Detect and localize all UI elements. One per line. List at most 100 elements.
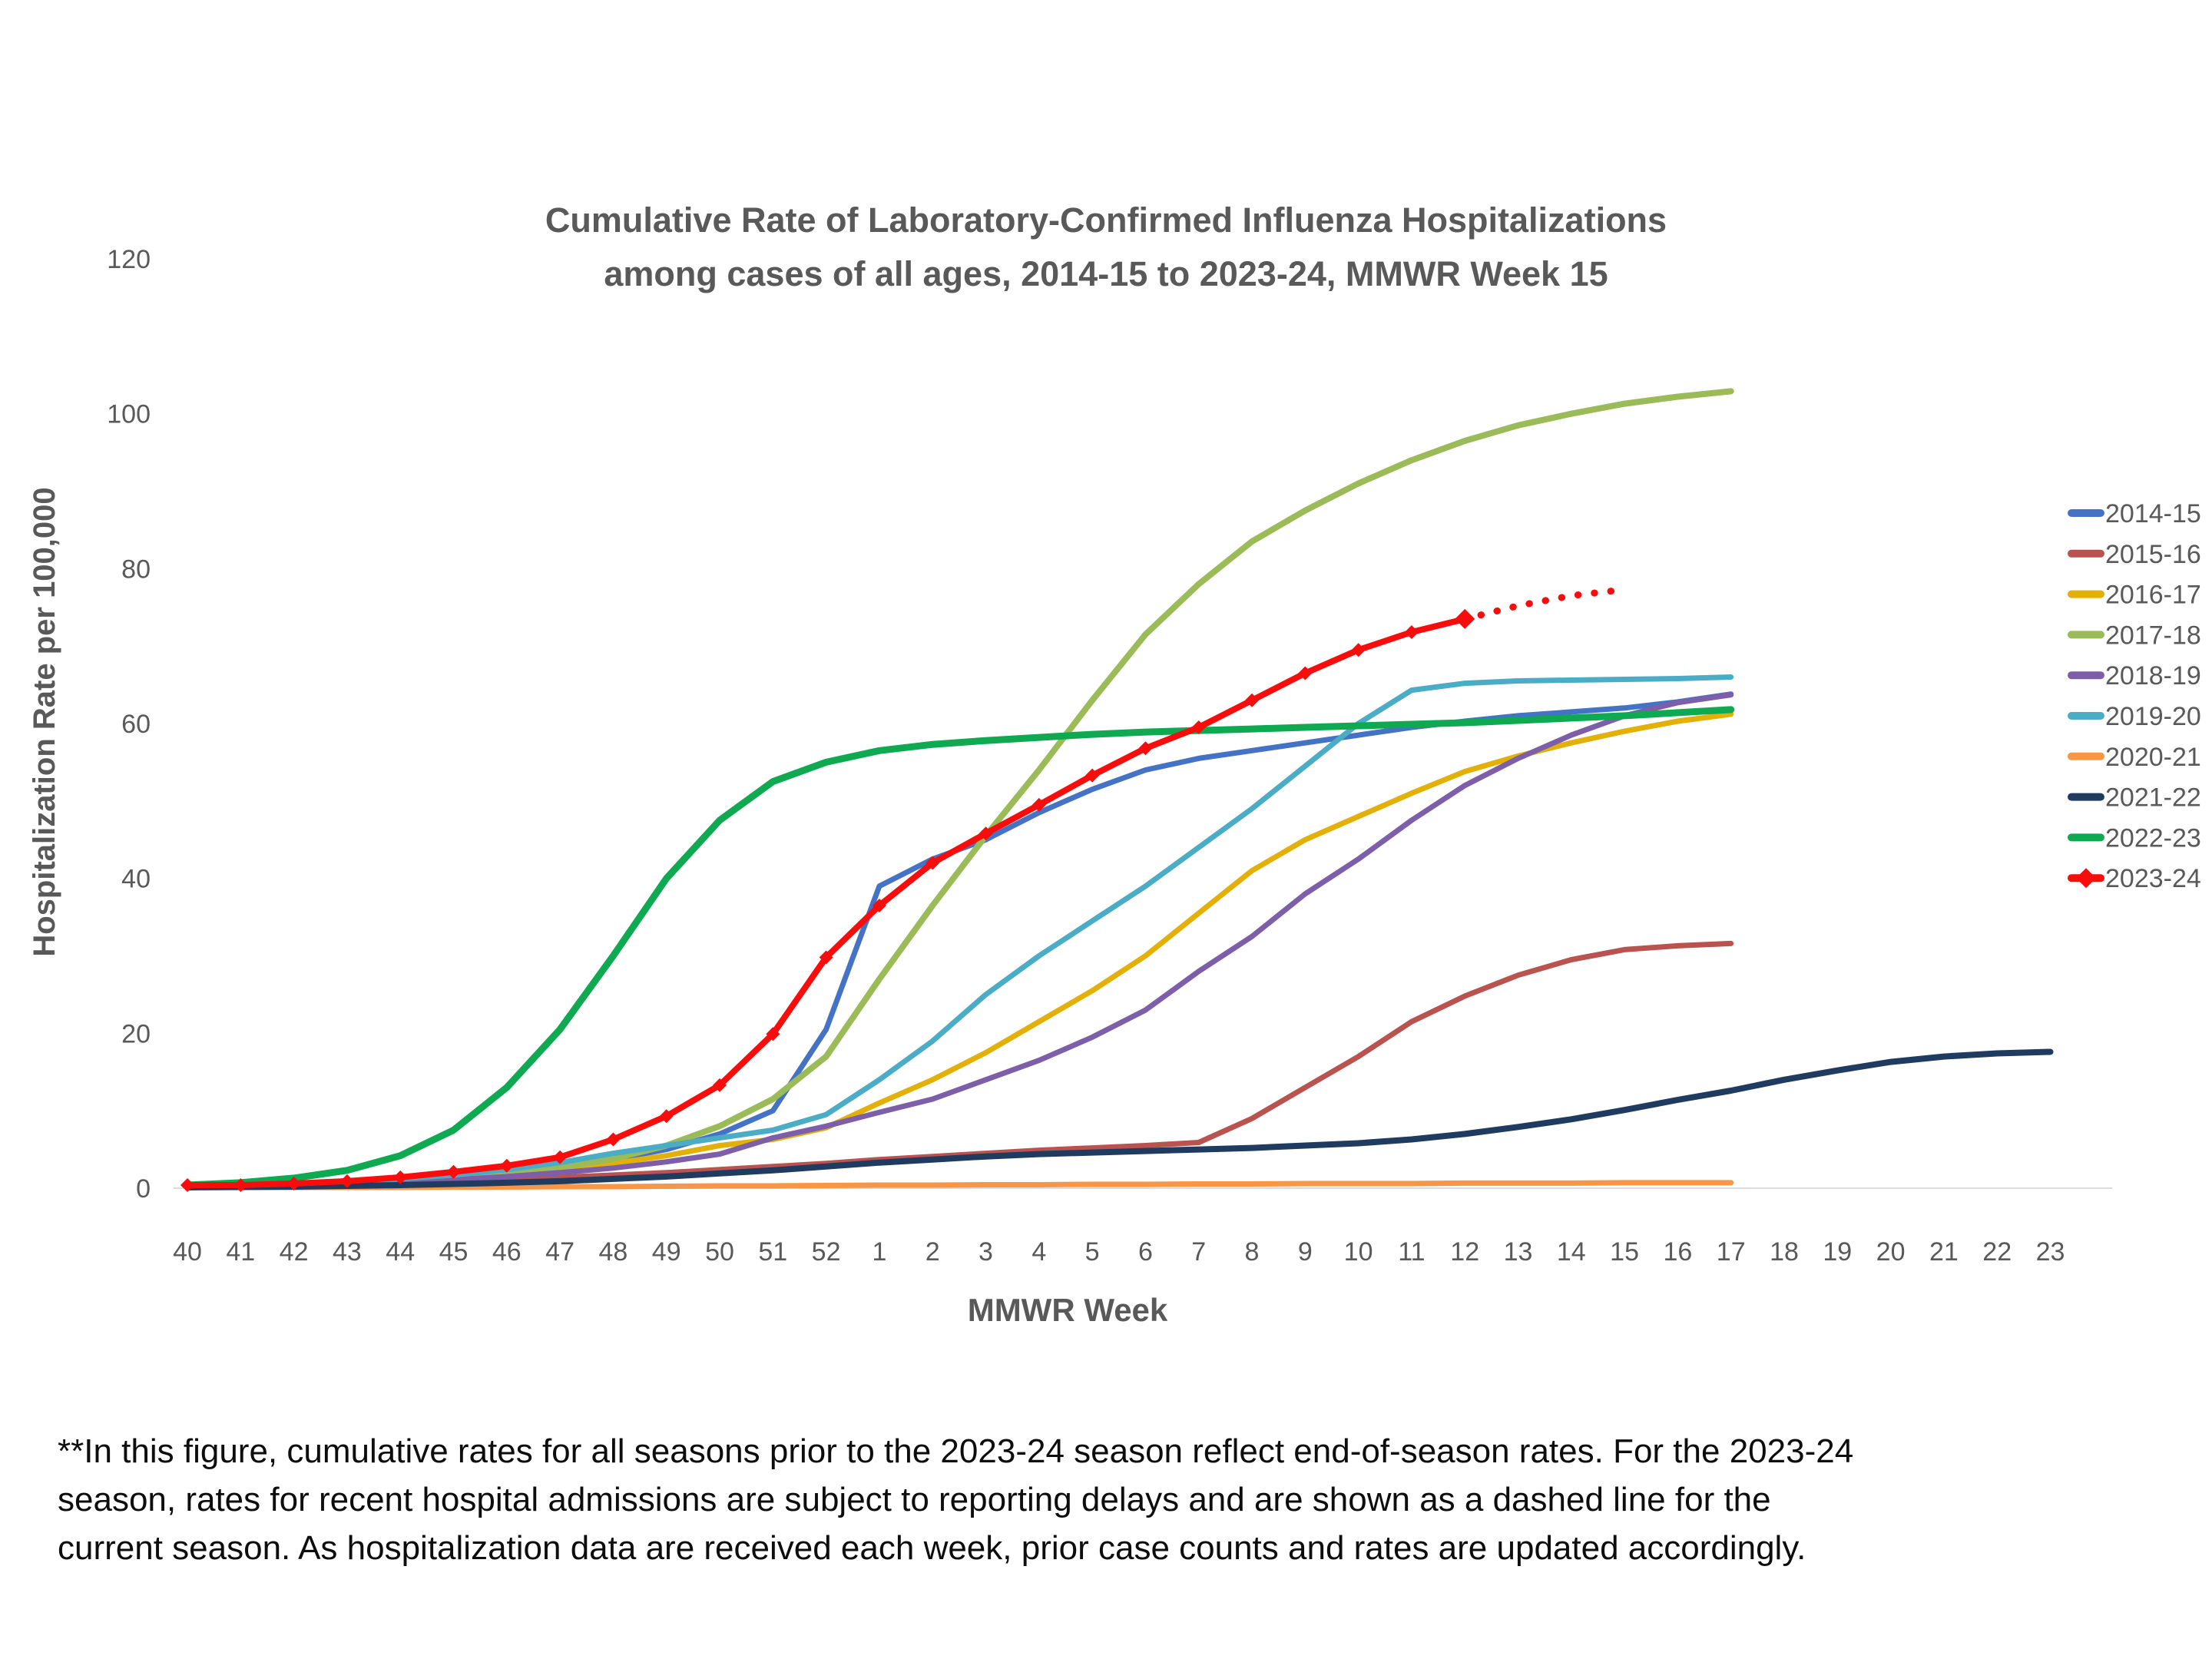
chart-title-line2: among cases of all ages, 2014-15 to 2023… xyxy=(604,254,1608,293)
series-marker xyxy=(926,856,940,870)
x-tick-label: 3 xyxy=(979,1237,993,1267)
series-marker xyxy=(606,1132,621,1147)
series-marker xyxy=(979,826,993,841)
x-tick-label: 23 xyxy=(2036,1237,2065,1267)
x-tick-label: 47 xyxy=(545,1237,575,1267)
x-tick-label: 43 xyxy=(333,1237,362,1267)
x-tick-label: 19 xyxy=(1823,1237,1852,1267)
legend-item: 2017-18 xyxy=(2068,621,2201,650)
legend-label: 2019-20 xyxy=(2105,702,2201,731)
series-marker xyxy=(1298,666,1313,680)
x-tick-label: 22 xyxy=(1982,1237,2012,1267)
x-tick-label: 50 xyxy=(705,1237,734,1267)
legend-label: 2022-23 xyxy=(2105,823,2201,853)
legend-label: 2015-16 xyxy=(2105,540,2201,569)
series-marker xyxy=(1404,625,1419,639)
y-tick-label: 60 xyxy=(121,710,151,739)
footnote-line-2: season, rates for recent hospital admiss… xyxy=(58,1481,1771,1518)
legend-label: 2021-22 xyxy=(2105,783,2201,813)
y-axis-title: Hospitalization Rate per 100,000 xyxy=(28,487,61,957)
x-tick-label: 46 xyxy=(492,1237,522,1267)
x-tick-label: 41 xyxy=(226,1237,255,1267)
x-tick-label: 6 xyxy=(1138,1237,1153,1267)
legend-item: 2022-23 xyxy=(2068,823,2201,853)
series-marker xyxy=(393,1170,408,1184)
x-tick-label: 15 xyxy=(1610,1237,1639,1267)
series-marker xyxy=(233,1178,248,1192)
series-line-2021-22 xyxy=(184,1048,2054,1190)
x-tick-label: 40 xyxy=(173,1237,202,1267)
series-marker xyxy=(1351,643,1366,657)
footnote-line-3: current season. As hospitalization data … xyxy=(58,1529,1806,1567)
y-tick-label: 40 xyxy=(121,865,151,894)
legend-label: 2020-21 xyxy=(2105,743,2201,772)
y-tick-label: 20 xyxy=(121,1019,151,1048)
series-marker xyxy=(659,1109,674,1124)
x-tick-label: 45 xyxy=(439,1237,469,1267)
series-marker xyxy=(1191,720,1206,734)
series-line-2018-19 xyxy=(184,692,1734,1190)
series-marker xyxy=(446,1164,461,1179)
x-tick-label: 48 xyxy=(598,1237,628,1267)
series-line-2023-24 dashed (reporting delay) xyxy=(1461,586,1628,623)
legend-item: 2014-15 xyxy=(2068,499,2201,528)
series-line-2023-24 xyxy=(184,615,1469,1188)
legend-label: 2014-15 xyxy=(2105,499,2201,528)
legend-item: 2023-24 xyxy=(2068,864,2201,893)
x-tick-label: 5 xyxy=(1085,1237,1100,1267)
x-tick-label: 13 xyxy=(1504,1237,1533,1267)
x-tick-label: 2 xyxy=(926,1237,940,1267)
series-line-2019-20 xyxy=(184,674,1734,1190)
y-tick-label: 0 xyxy=(136,1174,151,1204)
y-tick-label: 80 xyxy=(121,555,151,584)
series-marker xyxy=(1085,768,1100,783)
x-tick-label: 44 xyxy=(386,1237,415,1267)
x-tick-label: 8 xyxy=(1245,1237,1260,1267)
legend-item: 2021-22 xyxy=(2068,783,2201,813)
legend-item: 2019-20 xyxy=(2068,702,2201,731)
y-tick-label: 100 xyxy=(107,400,151,429)
footnote: **In this figure, cumulative rates for a… xyxy=(58,1427,1853,1572)
series-marker xyxy=(339,1174,354,1188)
chart-title: Cumulative Rate of Laboratory-Confirmed … xyxy=(0,194,2212,301)
x-tick-label: 51 xyxy=(758,1237,787,1267)
x-tick-label: 21 xyxy=(1929,1237,1959,1267)
legend-item: 2020-21 xyxy=(2068,743,2201,772)
legend-label: 2023-24 xyxy=(2105,864,2201,893)
series-marker xyxy=(180,1178,194,1192)
legend-item: 2015-16 xyxy=(2068,540,2201,569)
series-marker xyxy=(819,950,833,965)
x-tick-label: 1 xyxy=(872,1237,886,1267)
legend-item: 2016-17 xyxy=(2068,581,2201,610)
x-tick-label: 14 xyxy=(1557,1237,1586,1267)
x-tick-label: 52 xyxy=(812,1237,841,1267)
series-marker xyxy=(286,1177,301,1190)
series-marker xyxy=(1031,797,1046,812)
legend-label: 2016-17 xyxy=(2105,581,2201,610)
series-marker xyxy=(1138,741,1153,756)
series-marker xyxy=(766,1027,780,1041)
x-tick-label: 16 xyxy=(1663,1237,1692,1267)
legend-marker-diamond xyxy=(2076,868,2096,889)
legend-item: 2018-19 xyxy=(2068,661,2201,690)
x-tick-label: 7 xyxy=(1191,1237,1206,1267)
legend-label: 2017-18 xyxy=(2105,621,2201,650)
legend-label: 2018-19 xyxy=(2105,661,2201,690)
x-tick-label: 17 xyxy=(1717,1237,1746,1267)
footnote-line-1: **In this figure, cumulative rates for a… xyxy=(58,1432,1854,1470)
x-axis-title: MMWR Week xyxy=(967,1292,1168,1328)
series-marker xyxy=(713,1078,727,1092)
x-tick-label: 12 xyxy=(1450,1237,1479,1267)
x-tick-label: 11 xyxy=(1398,1237,1425,1267)
x-tick-label: 10 xyxy=(1344,1237,1373,1267)
series-line-2022-23 xyxy=(184,706,1735,1189)
series-marker xyxy=(499,1158,514,1173)
series-marker xyxy=(553,1150,568,1164)
x-tick-label: 4 xyxy=(1031,1237,1046,1267)
x-tick-label: 9 xyxy=(1298,1237,1313,1267)
chart-title-line1: Cumulative Rate of Laboratory-Confirmed … xyxy=(545,200,1667,240)
x-tick-label: 42 xyxy=(280,1237,309,1267)
y-tick-label: 120 xyxy=(107,245,151,274)
